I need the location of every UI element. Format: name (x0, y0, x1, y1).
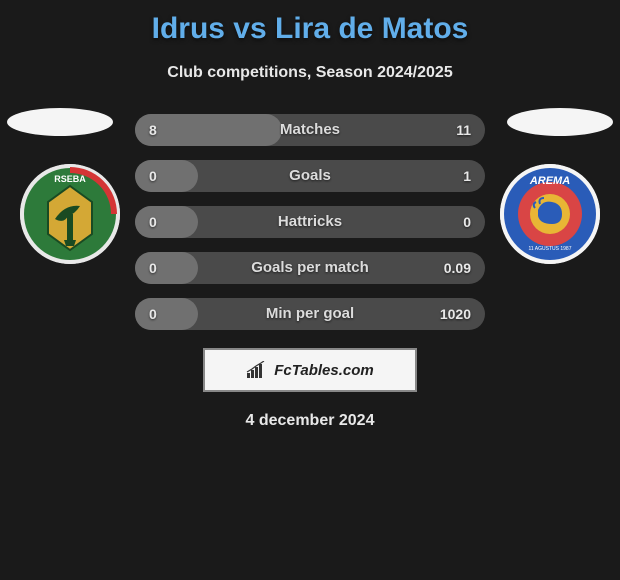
svg-text:AREMA: AREMA (529, 175, 570, 187)
stat-row: Goals per match0 0.09 (135, 252, 485, 284)
stat-label: Goals per match (135, 252, 485, 284)
stat-value-right: 11 (456, 114, 471, 146)
stat-label: Hattricks (135, 206, 485, 238)
brand-text: FcTables.com (274, 362, 373, 379)
stat-label: Matches (135, 114, 485, 146)
persebaya-crest-icon: RSEBA (20, 164, 120, 264)
stat-label: Min per goal (135, 298, 485, 330)
player-ellipse-right (507, 108, 613, 136)
stat-value-right: 0 (463, 206, 471, 238)
stat-value-right: 1020 (440, 298, 471, 330)
stat-label: Goals (135, 160, 485, 192)
stat-value-left: 0 (149, 206, 157, 238)
player-ellipse-left (7, 108, 113, 136)
chart-bars-icon (246, 361, 268, 379)
stat-value-right: 0.09 (444, 252, 471, 284)
club-badge-right: AREMA 11 AGUSTUS 1987 (500, 164, 600, 264)
stat-value-left: 8 (149, 114, 157, 146)
subtitle: Club competitions, Season 2024/2025 (0, 64, 620, 82)
brand-box: FcTables.com (203, 348, 417, 392)
date-text: 4 december 2024 (0, 412, 620, 430)
stat-row: Matches8 11 (135, 114, 485, 146)
stat-row: Hattricks0 0 (135, 206, 485, 238)
stats-area: RSEBA AREMA 11 AGUSTUS 1987 Matches8 11 Go… (0, 114, 620, 330)
stat-value-right: 1 (463, 160, 471, 192)
stat-value-left: 0 (149, 252, 157, 284)
svg-text:RSEBA: RSEBA (54, 174, 86, 184)
stat-row: Goals0 1 (135, 160, 485, 192)
club-badge-left: RSEBA (20, 164, 120, 264)
stat-value-left: 0 (149, 298, 157, 330)
arema-crest-icon: AREMA 11 AGUSTUS 1987 (500, 164, 600, 264)
stat-row: Min per goal0 1020 (135, 298, 485, 330)
page-title: Idrus vs Lira de Matos (0, 0, 620, 46)
stat-value-left: 0 (149, 160, 157, 192)
svg-text:11 AGUSTUS 1987: 11 AGUSTUS 1987 (529, 246, 572, 252)
